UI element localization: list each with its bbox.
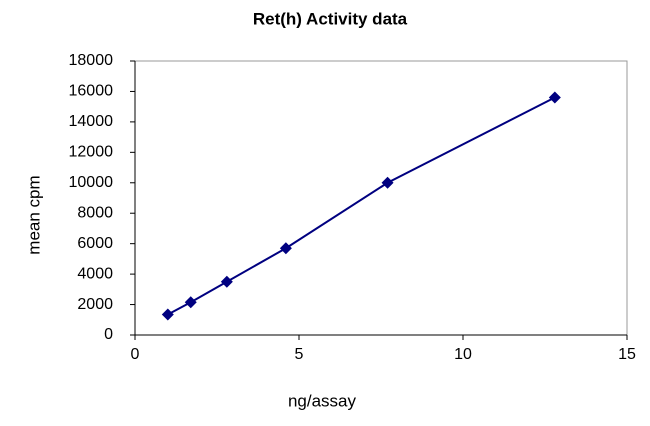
y-tick-label: 12000: [69, 144, 114, 161]
y-tick-label: 6000: [77, 235, 113, 252]
data-point: [220, 275, 233, 288]
x-axis-title: ng/assay: [288, 391, 357, 410]
y-tick-label: 0: [104, 326, 113, 343]
y-tick-label: 2000: [77, 296, 113, 313]
data-point: [548, 91, 561, 104]
y-tick-label: 18000: [69, 52, 114, 69]
chart-title: Ret(h) Activity data: [253, 9, 408, 28]
data-point: [184, 296, 197, 309]
y-tick-label: 14000: [69, 113, 114, 130]
y-tick-label: 10000: [69, 174, 114, 191]
plot-frame: [134, 60, 628, 336]
data-point: [161, 308, 174, 321]
x-tick-label: 10: [454, 346, 472, 363]
y-tick-label: 4000: [77, 265, 113, 282]
y-axis-title: mean cpm: [24, 175, 43, 254]
x-tick-label: 0: [131, 346, 140, 363]
x-tick-label: 5: [295, 346, 304, 363]
data-point: [381, 176, 394, 189]
y-tick-label: 8000: [77, 204, 113, 221]
x-tick-label: 15: [618, 346, 636, 363]
data-point: [279, 242, 292, 255]
y-tick-label: 16000: [69, 83, 114, 100]
